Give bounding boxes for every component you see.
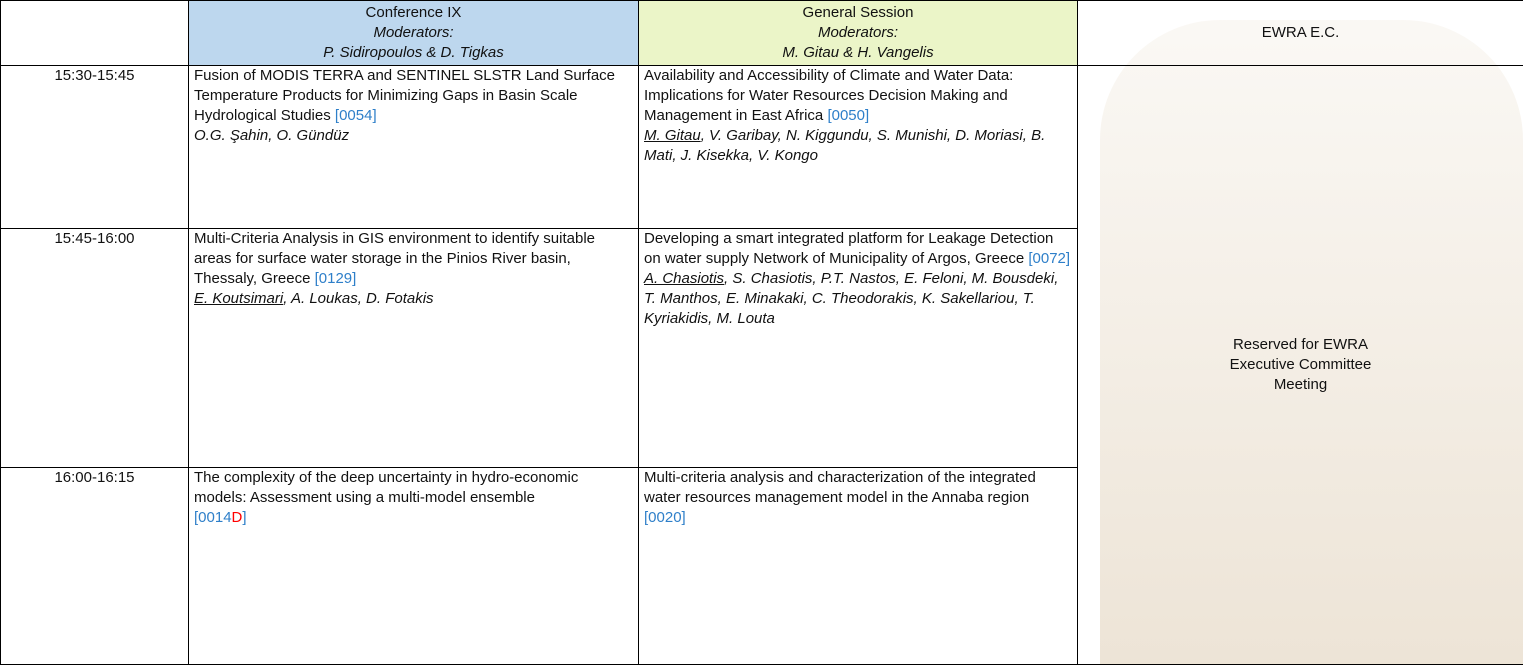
schedule-table: Conference IX Moderators: P. Sidiropoulo… xyxy=(0,0,1523,665)
session-title: EWRA E.C. xyxy=(1083,23,1518,43)
paper-title: Multi-criteria analysis and characteriza… xyxy=(644,469,1036,506)
time-slot: 16:00-16:15 xyxy=(1,468,189,665)
paper-code: [0050] xyxy=(827,107,869,124)
presenter: E. Koutsimari xyxy=(194,290,283,307)
paper-cell: Developing a smart integrated platform f… xyxy=(639,229,1078,468)
reserved-text: Reserved for EWRA Executive Committee Me… xyxy=(1216,335,1386,395)
session-title: Conference IX xyxy=(194,3,633,23)
authors: O.G. Şahin, O. Gündüz xyxy=(194,126,633,146)
time-slot: 15:45-16:00 xyxy=(1,229,189,468)
header-empty xyxy=(1,1,189,66)
paper-title: Fusion of MODIS TERRA and SENTINEL SLSTR… xyxy=(194,67,615,124)
authors: E. Koutsimari, A. Loukas, D. Fotakis xyxy=(194,289,633,309)
paper-cell: Availability and Accessibility of Climat… xyxy=(639,66,1078,229)
authors: A. Chasiotis, S. Chasiotis, P.T. Nastos,… xyxy=(644,269,1072,329)
moderators: M. Gitau & H. Vangelis xyxy=(644,43,1072,63)
paper-code: [0072] xyxy=(1028,250,1070,267)
session-header: EWRA E.C. xyxy=(1078,1,1523,66)
authors: M. Gitau, V. Garibay, N. Kiggundu, S. Mu… xyxy=(644,126,1072,166)
session-title: General Session xyxy=(644,3,1072,23)
presenter: A. Chasiotis xyxy=(644,270,724,287)
moderators: P. Sidiropoulos & D. Tigkas xyxy=(194,43,633,63)
paper-cell: Fusion of MODIS TERRA and SENTINEL SLSTR… xyxy=(189,66,639,229)
moderators-label: Moderators: xyxy=(194,23,633,43)
paper-title: The complexity of the deep uncertainty i… xyxy=(194,469,578,506)
paper-cell: Multi-Criteria Analysis in GIS environme… xyxy=(189,229,639,468)
paper-cell: Multi-criteria analysis and characteriza… xyxy=(639,468,1078,665)
paper-title: Developing a smart integrated platform f… xyxy=(644,230,1053,267)
header-row: Conference IX Moderators: P. Sidiropoulo… xyxy=(1,1,1523,66)
page: Conference IX Moderators: P. Sidiropoulo… xyxy=(0,0,1523,665)
time-slot: 15:30-15:45 xyxy=(1,66,189,229)
moderators-label: Moderators: xyxy=(644,23,1072,43)
paper-code-flag: D xyxy=(232,509,243,526)
author-list: O.G. Şahin, O. Gündüz xyxy=(194,127,349,144)
presenter: M. Gitau xyxy=(644,127,701,144)
paper-title: Multi-Criteria Analysis in GIS environme… xyxy=(194,230,595,287)
reserved-cell: Reserved for EWRA Executive Committee Me… xyxy=(1078,66,1523,665)
session-header: General Session Moderators: M. Gitau & H… xyxy=(639,1,1078,66)
author-list: , A. Loukas, D. Fotakis xyxy=(283,290,433,307)
paper-code: [0020] xyxy=(644,509,686,526)
paper-code-end: ] xyxy=(242,509,246,526)
paper-code: [0129] xyxy=(315,270,357,287)
paper-cell: The complexity of the deep uncertainty i… xyxy=(189,468,639,665)
session-header: Conference IX Moderators: P. Sidiropoulo… xyxy=(189,1,639,66)
paper-code: [0054] xyxy=(335,107,377,124)
paper-code: [0014 xyxy=(194,509,232,526)
author-list: , V. Garibay, N. Kiggundu, S. Munishi, D… xyxy=(644,127,1045,164)
table-body: Conference IX Moderators: P. Sidiropoulo… xyxy=(1,1,1523,665)
